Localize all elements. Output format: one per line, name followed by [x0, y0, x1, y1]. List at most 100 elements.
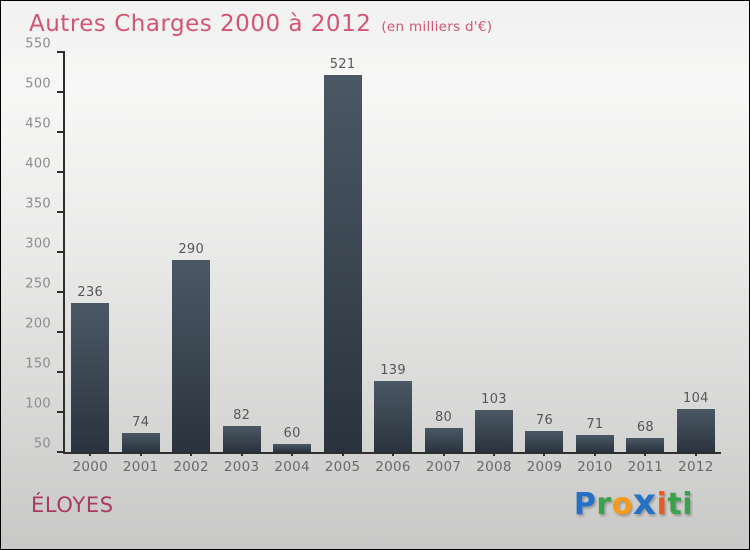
x-axis-tick — [492, 452, 495, 456]
bar-group: 76 2009 — [519, 52, 569, 475]
bar-group: 71 2010 — [570, 52, 620, 475]
bar-group: 104 2012 — [671, 52, 721, 475]
x-tick-label: 2010 — [577, 459, 613, 475]
bar-group: 521 2005 — [317, 52, 367, 475]
y-axis-tick — [57, 211, 65, 213]
x-axis-tick — [644, 452, 647, 456]
x-axis-tick — [89, 452, 92, 456]
x-tick-label: 2009 — [526, 459, 563, 475]
bar-value-label: 71 — [586, 417, 604, 433]
chart-title: Autres Charges 2000 à 2012 — [29, 11, 372, 37]
y-axis-tick — [57, 251, 65, 253]
bar-group: 60 2004 — [267, 52, 317, 475]
bar — [121, 432, 160, 452]
bar — [222, 426, 261, 452]
bar-value-label: 236 — [77, 285, 104, 301]
x-tick-label: 2011 — [627, 459, 664, 475]
x-axis-tick — [291, 452, 294, 456]
logo-letter: i — [682, 487, 693, 522]
bar-value-label: 139 — [380, 362, 406, 378]
bar-chart-plot-area: 236 2000 74 2001 290 2002 82 2003 60 2004 521 2005 1… — [25, 37, 721, 475]
x-tick-label: 2002 — [173, 459, 209, 475]
logo-letter: i — [656, 487, 668, 522]
bar-group: 103 2008 — [469, 52, 519, 475]
y-axis-tick — [57, 131, 65, 133]
y-axis-tick — [57, 51, 65, 53]
bar-value-label: 521 — [329, 57, 356, 73]
x-axis-tick — [341, 452, 344, 456]
x-tick-label: 2004 — [274, 459, 310, 475]
bar — [676, 408, 715, 452]
y-tick-label: 350 — [25, 196, 51, 212]
bar-value-label: 60 — [283, 426, 301, 441]
y-tick-label: 100 — [25, 396, 51, 412]
y-axis-tick — [57, 451, 65, 453]
y-axis-tick — [57, 91, 65, 93]
logo-letter: o — [611, 487, 633, 522]
x-axis-tick — [190, 452, 193, 456]
bar — [71, 303, 110, 452]
x-tick-label: 2000 — [72, 459, 109, 475]
bar-value-label: 82 — [233, 408, 251, 424]
bar-group: 74 2001 — [115, 52, 165, 475]
chart-subtitle: (en milliers d'€) — [381, 19, 493, 35]
x-axis-tick — [543, 452, 546, 456]
y-tick-label: 150 — [25, 356, 51, 372]
bar — [424, 428, 463, 452]
bar-value-label: 290 — [178, 242, 205, 257]
y-axis-tick — [57, 331, 65, 333]
logo-letter: r — [596, 487, 612, 522]
x-axis-tick — [694, 452, 697, 456]
bar — [273, 444, 312, 452]
bar-group: 139 2006 — [368, 52, 418, 475]
x-tick-label: 2003 — [223, 459, 260, 475]
bar-group: 236 2000 — [65, 52, 115, 475]
y-tick-label: 550 — [25, 36, 51, 52]
y-tick-label: 250 — [25, 276, 51, 292]
bar-value-label: 76 — [535, 413, 554, 429]
proxiti-logo: Proxiti — [573, 485, 693, 523]
bar — [474, 409, 513, 452]
bar-value-label: 74 — [132, 414, 150, 430]
y-axis-tick — [57, 371, 65, 373]
x-axis-tick — [139, 452, 142, 456]
x-tick-label: 2001 — [122, 459, 159, 475]
bar-value-label: 68 — [636, 419, 654, 435]
bar — [172, 260, 211, 452]
y-tick-label: 500 — [25, 76, 51, 92]
y-tick-label: 50 — [33, 436, 51, 452]
bar — [525, 431, 564, 452]
x-axis-tick — [442, 452, 445, 456]
x-tick-label: 2007 — [425, 459, 462, 475]
y-axis-tick — [57, 291, 65, 293]
x-axis-tick — [240, 452, 243, 456]
y-tick-label: 400 — [25, 156, 51, 172]
x-tick-label: 2008 — [476, 459, 512, 475]
logo-letter: x — [632, 482, 657, 523]
bar-value-label: 103 — [481, 391, 507, 407]
company-name: ÉLOYES — [31, 493, 114, 517]
y-axis-tick — [57, 411, 65, 413]
x-tick-label: 2005 — [324, 459, 361, 475]
logo-letter: P — [573, 487, 597, 522]
x-tick-label: 2006 — [375, 459, 411, 475]
x-tick-label: 2012 — [678, 459, 714, 475]
logo-letter: t — [667, 487, 683, 522]
y-tick-label: 200 — [25, 316, 51, 332]
bar-value-label: 104 — [683, 390, 709, 406]
chart-header: Autres Charges 2000 à 2012 (en milliers d… — [29, 11, 492, 37]
bar-group: 290 2002 — [166, 52, 216, 475]
bar — [374, 380, 413, 452]
y-tick-label: 300 — [25, 236, 51, 252]
x-axis-tick — [392, 452, 395, 456]
bar — [323, 75, 362, 452]
bar-group: 80 2007 — [418, 52, 468, 475]
y-axis-tick — [57, 171, 65, 173]
bar — [575, 435, 614, 452]
bars-container: 236 2000 74 2001 290 2002 82 2003 60 2004 521 2005 1… — [65, 52, 721, 475]
bar-group: 68 2011 — [620, 52, 670, 475]
bar — [626, 437, 665, 452]
y-tick-label: 450 — [25, 116, 51, 132]
bar-group: 82 2003 — [216, 52, 266, 475]
